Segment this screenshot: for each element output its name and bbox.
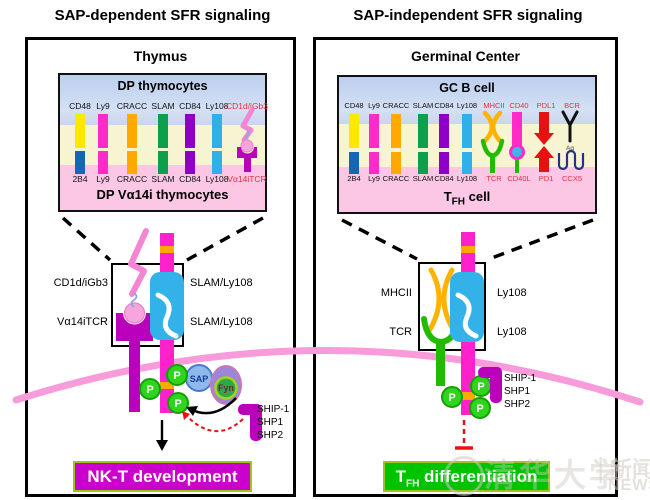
ly9-bar <box>369 152 379 174</box>
receptor-label: CCX5 <box>561 174 583 183</box>
va14itcr-label: Vα14iTCR <box>57 316 108 328</box>
watermark-divider: | <box>597 452 605 483</box>
ly9-bar <box>369 114 379 148</box>
receptor-label: CD40 <box>509 101 529 110</box>
ly108-bar <box>212 114 222 148</box>
receptor-label: Ly9 <box>368 174 380 183</box>
slam-bar <box>418 114 428 148</box>
receptor-label: 2B4 <box>347 174 361 183</box>
left-phosphatase-labels: SHIP-1 SHP1 SHP2 <box>257 403 289 442</box>
left-title: SAP-dependent SFR signaling <box>54 7 271 24</box>
watermark-university-name: 清华大学 <box>484 457 625 493</box>
slam-ly108-label: SLAM/Ly108 <box>190 316 253 328</box>
ly9-bar <box>98 114 108 148</box>
mhcii-label: MHCII <box>380 287 412 299</box>
receptor-label: SLAM <box>412 101 434 110</box>
cracc-bar <box>391 114 401 148</box>
watermark-news-cn: 新闻 <box>610 457 650 482</box>
receptor-label: CRACC <box>116 101 148 111</box>
right-panel-header: Germinal Center <box>411 48 520 64</box>
shp1-label: SHP1 <box>504 386 531 397</box>
receptor-label: Ly9 <box>96 101 110 111</box>
ly9-bar <box>98 151 108 174</box>
cd1d-igb3-label: CD1d/iGb3 <box>53 277 108 289</box>
cd84-bar <box>185 114 195 148</box>
receptor-label: Ly9 <box>368 101 380 110</box>
receptor-label: CD48 <box>344 101 364 110</box>
nkt-development-box: NK-T development <box>73 461 252 492</box>
cracc-bar <box>391 152 401 174</box>
receptor-label: TCR <box>486 174 502 183</box>
gc-cell-box: GC B cell CD48 Ly9 CRACC SLAM CD84 Ly108… <box>337 75 597 214</box>
receptor-label: MHCII <box>483 101 505 110</box>
slam-bar <box>158 151 168 174</box>
receptor-label: CD84 <box>434 101 454 110</box>
receptor-label: Ly108 <box>456 101 478 110</box>
receptor-label: Ly108 <box>205 174 229 184</box>
receptor-label: CD48 <box>69 101 91 111</box>
receptor-label: PDL1 <box>536 101 556 110</box>
cracc-bar <box>127 114 137 148</box>
bottom-cell-title: DP Vα14i thymocytes <box>96 187 229 202</box>
2b4-bar <box>75 151 85 174</box>
watermark-seal-icon <box>444 456 484 496</box>
left-panel-header: Thymus <box>133 48 188 64</box>
slam-bar <box>158 114 168 148</box>
receptor-label: BCR <box>564 101 580 110</box>
thymus-cell-box: DP thymocytes CD48 Ly9 CRACC SLAM CD84 L… <box>58 73 269 212</box>
watermark-news-en: NEWS <box>608 477 650 494</box>
receptor-label: Ly108 <box>205 101 229 111</box>
tcr-label: TCR <box>389 326 412 338</box>
cd84-bar <box>439 152 449 174</box>
cd48-bar <box>75 114 85 148</box>
receptor-label: CD84 <box>434 174 454 183</box>
receptor-label: CRACC <box>382 174 410 183</box>
receptor-label: CRACC <box>116 174 148 184</box>
receptor-label: SLAM <box>412 174 434 183</box>
cd84-bar <box>439 114 449 148</box>
left-zoom-box <box>111 263 184 347</box>
receptor-label: CD40L <box>507 174 531 183</box>
slam-ly108-label: SLAM/Ly108 <box>190 277 253 289</box>
right-zoom-box <box>418 262 486 351</box>
receptor-label: Ly108 <box>456 174 478 183</box>
receptor-label: Vα14iTCR <box>227 174 267 184</box>
2b4-bar <box>349 152 359 174</box>
top-cell-title: DP thymocytes <box>117 79 208 93</box>
cd48-bar <box>349 114 359 148</box>
right-title: SAP-independent SFR signaling <box>353 7 583 24</box>
receptor-label: CD84 <box>179 174 201 184</box>
receptor-label: CD84 <box>179 101 201 111</box>
ship1-label: SHIP-1 <box>504 373 537 384</box>
receptor-label: SLAM <box>151 101 175 111</box>
ly108-label: Ly108 <box>497 287 527 299</box>
receptor-label: SLAM <box>151 174 175 184</box>
shp1-label: SHP1 <box>257 417 284 428</box>
receptor-label: 2B4 <box>72 174 88 184</box>
cd84-bar <box>185 151 195 174</box>
receptor-label: CRACC <box>382 101 410 110</box>
receptor-label: Ly9 <box>96 174 110 184</box>
cracc-bar <box>127 151 137 174</box>
tfh-band <box>339 167 595 212</box>
top-cell-title: GC B cell <box>439 81 495 95</box>
shp2-label: SHP2 <box>504 399 531 410</box>
ship1-label: SHIP-1 <box>257 404 290 415</box>
receptor-label: CD1d/iGb3 <box>225 101 269 111</box>
ly108-bar <box>462 152 472 174</box>
ly108-bar <box>462 114 472 148</box>
shp2-label: SHP2 <box>257 430 284 441</box>
ly108-label: Ly108 <box>497 326 527 338</box>
bottom-cell-title: TFH cell <box>443 189 491 208</box>
receptor-label: PD1 <box>538 174 554 183</box>
right-phosphatase-labels: SHIP-1 SHP1 SHP2 <box>504 372 536 411</box>
slam-bar <box>418 152 428 174</box>
ly108-bar <box>212 151 222 174</box>
